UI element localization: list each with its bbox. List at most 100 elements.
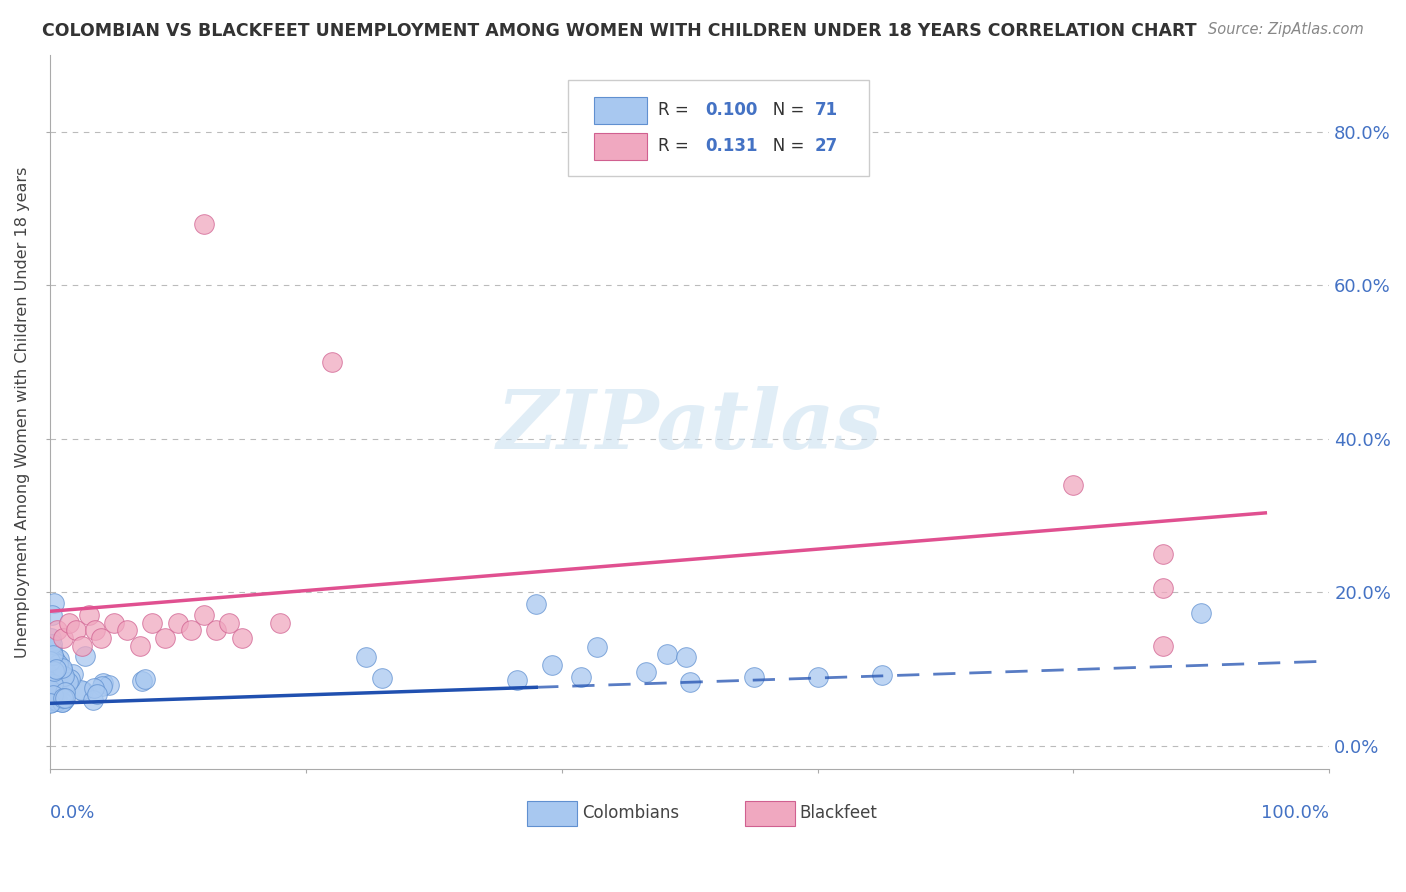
Point [91, 679, 114, 693]
Point [86, 687, 108, 701]
Point [128, 639, 150, 653]
Point [231, 631, 253, 645]
Point [83, 681, 105, 695]
Point [42, 665, 65, 679]
FancyBboxPatch shape [593, 133, 648, 160]
Point [48, 651, 70, 665]
Point [321, 355, 343, 369]
Point [39, 692, 62, 706]
Point [39, 675, 62, 690]
Text: 0.131: 0.131 [704, 136, 758, 154]
Point [41, 690, 63, 704]
Text: Colombians: Colombians [582, 805, 679, 822]
Point [45, 624, 67, 638]
Text: 71: 71 [815, 101, 838, 119]
Point [655, 647, 678, 661]
Point [65, 624, 87, 638]
Point [82, 692, 104, 706]
Point [39, 687, 62, 701]
Point [52, 684, 75, 698]
Point [742, 670, 765, 684]
Text: Source: ZipAtlas.com: Source: ZipAtlas.com [1208, 22, 1364, 37]
Point [540, 658, 562, 673]
Point [93, 676, 115, 690]
Point [41, 648, 63, 662]
Point [39, 695, 62, 709]
Point [46, 694, 69, 708]
Point [167, 615, 190, 630]
Point [52, 670, 75, 684]
Point [155, 631, 177, 645]
Point [72, 684, 94, 698]
Point [53, 691, 76, 706]
Point [84, 624, 107, 638]
Text: 0.100: 0.100 [704, 101, 758, 119]
Text: N =: N = [758, 136, 810, 154]
Point [1152, 581, 1174, 595]
Point [42, 654, 65, 668]
Point [1189, 607, 1212, 621]
Point [44, 653, 66, 667]
Point [42, 664, 65, 678]
Text: 0.0%: 0.0% [51, 805, 96, 822]
Text: N =: N = [758, 101, 810, 119]
Point [134, 672, 156, 686]
Point [46, 657, 69, 671]
Point [44, 596, 66, 610]
Point [569, 670, 592, 684]
Point [205, 624, 228, 638]
Point [269, 615, 291, 630]
Point [180, 624, 202, 638]
Point [53, 693, 76, 707]
FancyBboxPatch shape [568, 80, 869, 177]
FancyBboxPatch shape [527, 801, 576, 826]
Point [356, 649, 378, 664]
Point [128, 17, 150, 31]
Point [73, 648, 96, 663]
Point [56, 675, 79, 690]
Point [506, 673, 529, 688]
Point [51, 695, 73, 709]
Point [42, 687, 65, 701]
Point [39, 631, 62, 645]
Point [70, 639, 93, 653]
Point [51, 694, 73, 708]
Point [870, 667, 893, 681]
Point [141, 615, 163, 630]
Point [41, 642, 63, 657]
Point [103, 615, 125, 630]
Point [586, 640, 609, 655]
Text: R =: R = [658, 101, 699, 119]
Point [42, 688, 65, 702]
Point [634, 665, 657, 679]
Point [45, 684, 67, 698]
Point [77, 608, 100, 623]
Text: ZIPatlas: ZIPatlas [496, 386, 883, 467]
Point [218, 615, 240, 630]
Point [39, 675, 62, 690]
Point [675, 649, 697, 664]
Point [679, 674, 702, 689]
Point [524, 597, 547, 611]
Point [370, 671, 392, 685]
Y-axis label: Unemployment Among Women with Children Under 18 years: Unemployment Among Women with Children U… [15, 166, 30, 657]
Point [52, 631, 75, 645]
FancyBboxPatch shape [593, 97, 648, 124]
Point [53, 685, 76, 699]
Point [1062, 477, 1084, 491]
Point [44, 676, 66, 690]
Point [51, 664, 73, 678]
Point [58, 615, 80, 630]
Point [51, 661, 73, 675]
Point [90, 631, 112, 645]
Point [39, 696, 62, 710]
Point [45, 663, 67, 677]
Point [115, 624, 138, 638]
Point [41, 673, 63, 687]
Point [131, 674, 153, 689]
Point [39, 664, 62, 678]
Point [41, 637, 63, 651]
Text: 27: 27 [815, 136, 838, 154]
Text: COLOMBIAN VS BLACKFEET UNEMPLOYMENT AMONG WOMEN WITH CHILDREN UNDER 18 YEARS COR: COLOMBIAN VS BLACKFEET UNEMPLOYMENT AMON… [42, 22, 1197, 40]
Point [1152, 639, 1174, 653]
